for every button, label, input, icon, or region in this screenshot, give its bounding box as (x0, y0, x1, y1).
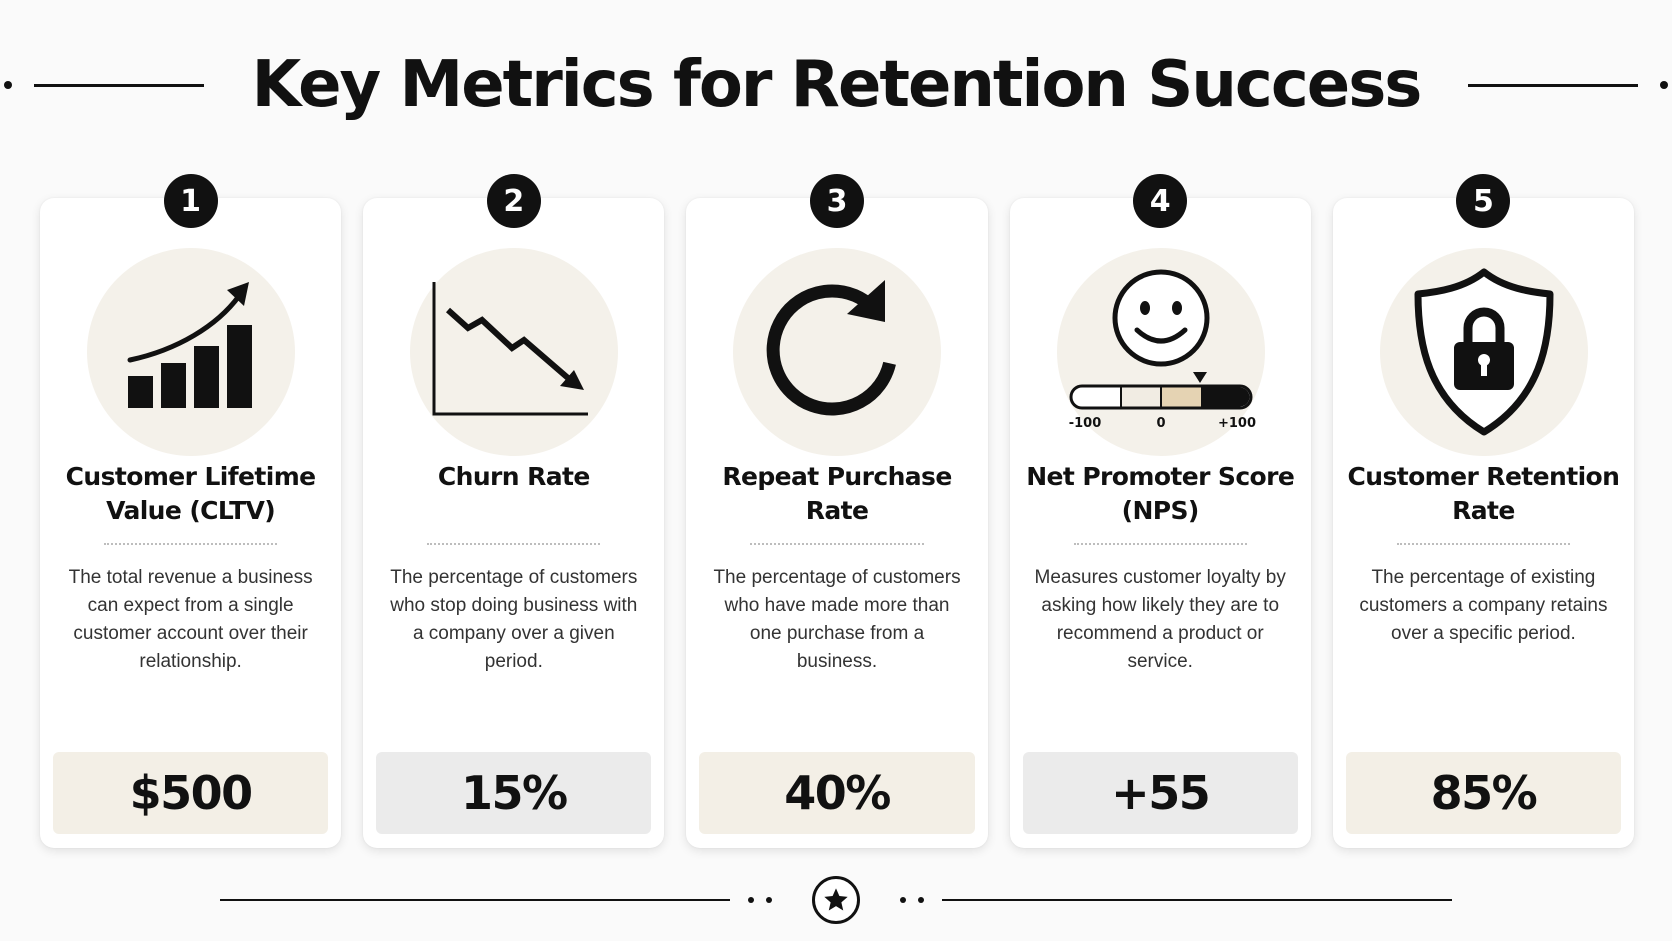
step-badge: 2 (486, 174, 541, 228)
step-badge: 1 (163, 174, 218, 228)
icon-backdrop (733, 248, 942, 456)
metric-title: Customer Retention Rate (1347, 462, 1620, 525)
icon-backdrop (1379, 248, 1588, 456)
gauge-max-label: +100 (1218, 416, 1256, 431)
icon-backdrop (410, 248, 619, 456)
metric-card-cltv: 1 Customer Lifetime Value (CLTV) The tot… (40, 174, 342, 848)
step-badge: 5 (1456, 174, 1511, 228)
gauge-mid-label: 0 (1156, 416, 1165, 431)
icon-backdrop: -100 0 +100 (1056, 248, 1265, 456)
metric-value: 15% (376, 752, 652, 834)
smiley-score-gauge-icon: -100 0 +100 (1068, 269, 1256, 431)
refresh-cycle-icon (767, 280, 897, 416)
page-footer (0, 872, 1672, 928)
metric-description: The percentage of existing customers a c… (1359, 567, 1608, 644)
divider (750, 543, 924, 545)
metric-title: Customer Lifetime Value (CLTV) (65, 462, 316, 525)
step-badge: 3 (810, 174, 864, 228)
footer-line-left (220, 899, 730, 901)
header-decoration-left (0, 81, 222, 89)
declining-line-chart-icon (432, 282, 589, 416)
divider (104, 543, 278, 545)
metric-description: The percentage of customers who have mad… (713, 567, 961, 672)
bar-chart-growth-icon (127, 282, 252, 408)
metric-card-retention: 5 Customer Retention Rate The percentage… (1332, 174, 1635, 848)
page-header: Key Metrics for Retention Success (0, 40, 1672, 130)
metric-title: Repeat Purchase Rate (722, 462, 952, 525)
metric-value: 40% (699, 752, 975, 834)
footer-dots-left (748, 897, 772, 903)
metric-value: +55 (1022, 752, 1298, 834)
metric-value: $500 (53, 752, 329, 834)
footer-dots-right (900, 897, 924, 903)
divider (427, 543, 601, 545)
metric-card-nps: 4 -100 0 +100 Net Promoter Score (NPS) M (1009, 174, 1311, 848)
icon-backdrop (87, 248, 295, 456)
metric-card-churn: 2 Churn Rate The percentage of customers… (363, 174, 665, 848)
divider (1073, 543, 1247, 545)
metric-description: The total revenue a business can expect … (68, 567, 313, 672)
divider (1396, 543, 1571, 545)
metric-description: The percentage of customers who stop doi… (390, 567, 638, 672)
metric-value: 85% (1345, 752, 1622, 834)
page-title: Key Metrics for Retention Success (251, 48, 1423, 122)
shield-lock-icon (1414, 268, 1554, 436)
step-badge: 4 (1133, 174, 1188, 228)
header-decoration-right (1450, 81, 1672, 89)
footer-star-badge (812, 876, 860, 924)
metric-description: Measures customer loyalty by asking how … (1034, 567, 1286, 672)
metric-cards: 1 Customer Lifetime Value (CLTV) The tot… (40, 174, 1635, 848)
gauge-min-label: -100 (1068, 416, 1101, 431)
star-icon (824, 888, 848, 911)
footer-line-right (942, 899, 1452, 901)
metric-title: Net Promoter Score (NPS) (1026, 462, 1295, 525)
metric-card-repeat-purchase: 3 Repeat Purchase Rate The percentage of… (686, 174, 988, 848)
metric-title: Churn Rate (437, 462, 590, 491)
